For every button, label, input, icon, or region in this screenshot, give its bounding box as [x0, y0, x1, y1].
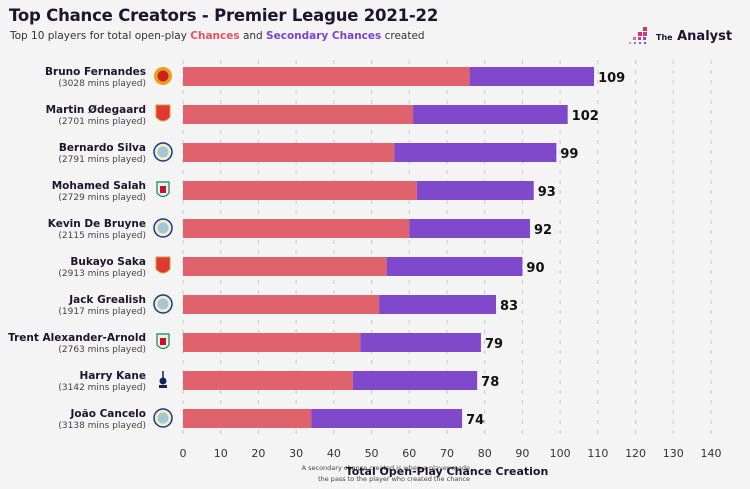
bar-secondary-chances: [352, 371, 478, 390]
bar-secondary-chances: [311, 409, 463, 428]
total-value-label: 99: [560, 147, 578, 162]
manchester-city-crest-icon: [153, 142, 173, 162]
bar-secondary-chances: [413, 105, 568, 124]
bar-chances: [183, 219, 410, 238]
player-minutes: (1917 mins played): [58, 307, 146, 317]
bar-secondary-chances: [394, 143, 557, 162]
x-tick-label: 120: [625, 447, 646, 460]
arsenal-crest-icon: [155, 104, 171, 122]
bar-secondary-chances: [360, 333, 481, 352]
x-tick-label: 30: [289, 447, 303, 460]
player-minutes: (2701 mins played): [58, 117, 146, 127]
x-tick-label: 0: [180, 447, 187, 460]
x-tick-label: 130: [663, 447, 684, 460]
arsenal-crest-icon: [155, 256, 171, 274]
analyst-logo-icon: [629, 27, 647, 44]
manchester-city-crest-icon: [153, 294, 173, 314]
x-tick-label: 70: [440, 447, 454, 460]
footnote-line-2: the pass to the player who created the c…: [318, 475, 470, 483]
liverpool-crest-icon: [156, 181, 170, 198]
x-tick-label: 100: [550, 447, 571, 460]
x-axis-label: Total Open-Play Chance Creation: [346, 465, 549, 478]
manchester-united-crest-icon: [154, 67, 172, 85]
bar-chances: [183, 105, 414, 124]
x-tick-label: 20: [251, 447, 265, 460]
total-value-label: 93: [538, 185, 556, 200]
player-minutes: (2115 mins played): [58, 231, 146, 241]
bar-chances: [183, 257, 387, 276]
player-name: João Cancelo: [70, 408, 147, 420]
bar-secondary-chances: [416, 181, 534, 200]
player-minutes: (2791 mins played): [58, 155, 146, 165]
x-tick-label: 110: [587, 447, 608, 460]
bar-chances: [183, 181, 417, 200]
total-value-label: 83: [500, 299, 518, 314]
bar-secondary-chances: [386, 257, 523, 276]
manchester-city-crest-icon: [153, 408, 173, 428]
total-value-label: 92: [534, 223, 552, 238]
player-minutes: (3138 mins played): [58, 421, 146, 431]
player-name: Bukayo Saka: [70, 256, 146, 268]
player-name: Martin Ødegaard: [46, 104, 146, 116]
manchester-city-crest-icon: [153, 218, 173, 238]
player-minutes: (2763 mins played): [58, 345, 146, 355]
total-value-label: 109: [598, 71, 625, 86]
bar-secondary-chances: [469, 67, 595, 86]
player-name: Mohamed Salah: [52, 180, 146, 192]
total-value-label: 79: [485, 337, 503, 352]
bar-chances: [183, 371, 353, 390]
player-name: Kevin De Bruyne: [48, 218, 146, 230]
total-value-label: 74: [466, 413, 484, 428]
player-minutes: (2729 mins played): [58, 193, 146, 203]
bar-chances: [183, 67, 470, 86]
subtitle-text: created: [381, 30, 425, 42]
player-minutes: (3028 mins played): [58, 79, 146, 89]
total-value-label: 78: [481, 375, 499, 390]
subtitle-text: and: [239, 30, 267, 42]
x-tick-label: 80: [478, 447, 492, 460]
subtitle-text: Top 10 players for total open-play: [10, 30, 191, 42]
x-tick-label: 90: [515, 447, 529, 460]
player-name: Jack Grealish: [68, 294, 146, 306]
player-name: Bernardo Silva: [59, 142, 146, 154]
x-tick-label: 50: [365, 447, 379, 460]
player-name: Harry Kane: [79, 370, 146, 382]
player-minutes: (3142 mins played): [58, 383, 146, 393]
legend-secondary-chances: Secondary Chances: [266, 30, 382, 42]
x-tick-label: 140: [701, 447, 722, 460]
chart-title: Top Chance Creators - Premier League 202…: [9, 6, 439, 25]
the-analyst-logo: The Analyst: [629, 27, 732, 45]
player-minutes: (2913 mins played): [58, 269, 146, 279]
logo-text: The Analyst: [656, 28, 733, 44]
tottenham-crest-icon: [159, 371, 167, 388]
liverpool-crest-icon: [156, 333, 170, 350]
player-name: Trent Alexander-Arnold: [8, 332, 146, 344]
chart-subtitle: Top 10 players for total open-play Chanc…: [10, 30, 425, 42]
legend-chances: Chances: [190, 30, 240, 42]
total-value-label: 90: [526, 261, 544, 276]
x-tick-label: 10: [214, 447, 228, 460]
total-value-label: 102: [572, 109, 599, 124]
bar-chances: [183, 295, 380, 314]
bar-secondary-chances: [409, 219, 530, 238]
x-tick-label: 60: [402, 447, 416, 460]
x-tick-label: 40: [327, 447, 341, 460]
bar-chances: [183, 143, 395, 162]
bar-chances: [183, 409, 312, 428]
bar-secondary-chances: [379, 295, 497, 314]
footnote-line-1: A secondary chance created is when a pla…: [302, 464, 470, 472]
player-name: Bruno Fernandes: [45, 66, 146, 78]
bar-chances: [183, 333, 361, 352]
